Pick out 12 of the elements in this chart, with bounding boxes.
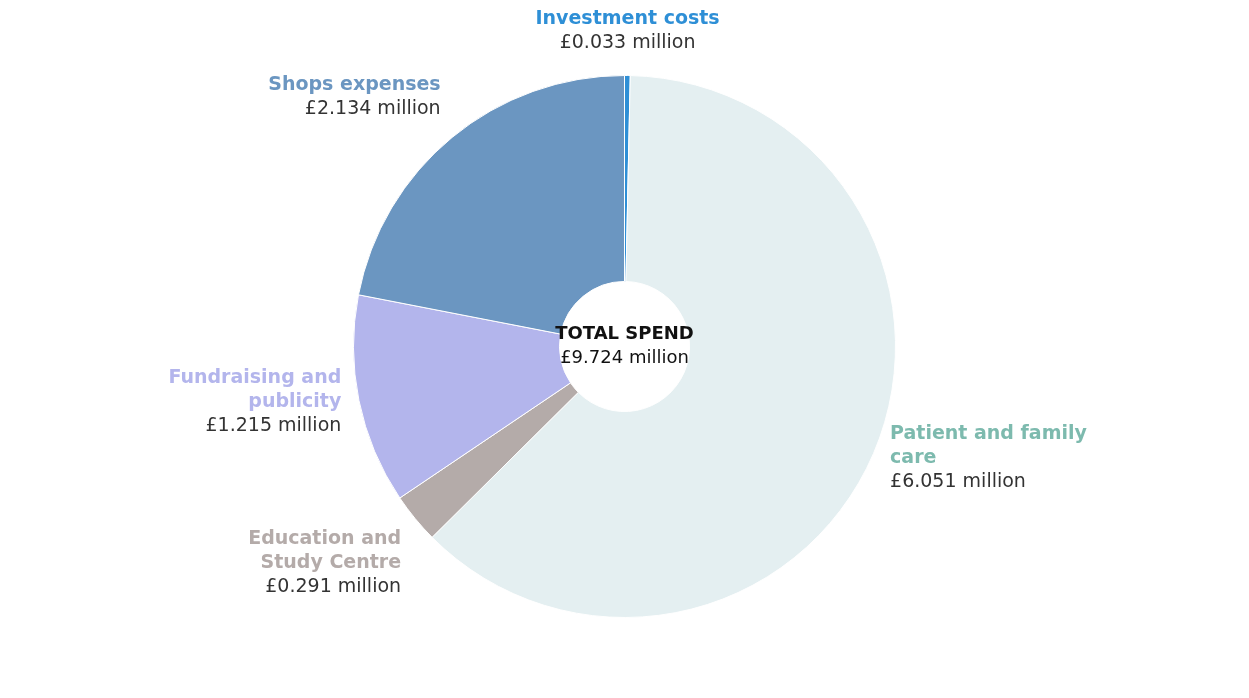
text: £9.724 million <box>560 346 689 368</box>
data-label: £0.033 million <box>559 29 696 52</box>
data-label: £2.134 million <box>304 95 441 118</box>
text: TOTAL SPEND <box>555 322 694 344</box>
data-label: £6.051 million <box>890 468 1026 491</box>
slice-label: Investment costs <box>535 5 720 28</box>
slice-label: Fundraising and publicity <box>168 364 342 411</box>
data-label: £1.215 million <box>205 412 342 435</box>
slice-label: Patient and family care <box>890 420 1088 467</box>
slice-label: Shops expenses <box>268 71 441 94</box>
data-label: £0.291 million <box>265 574 402 597</box>
slice-label: Education and Study Centre <box>248 526 402 573</box>
